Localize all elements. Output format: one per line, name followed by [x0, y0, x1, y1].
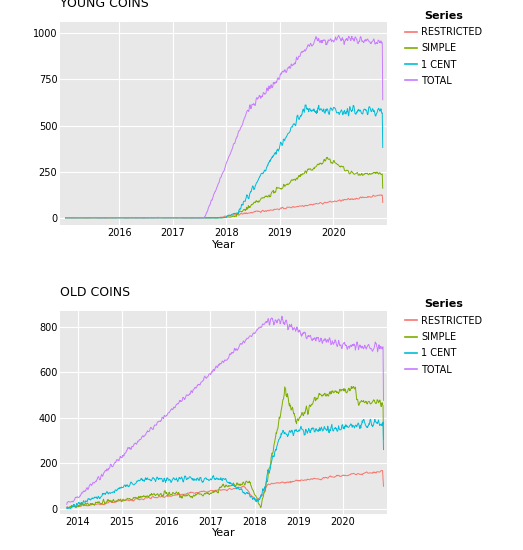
- Text: YOUNG COINS: YOUNG COINS: [60, 0, 149, 10]
- X-axis label: Year: Year: [212, 240, 235, 250]
- Legend: RESTRICTED, SIMPLE, 1 CENT, TOTAL: RESTRICTED, SIMPLE, 1 CENT, TOTAL: [405, 299, 483, 375]
- X-axis label: Year: Year: [212, 529, 235, 538]
- Legend: RESTRICTED, SIMPLE, 1 CENT, TOTAL: RESTRICTED, SIMPLE, 1 CENT, TOTAL: [405, 10, 483, 86]
- Text: OLD COINS: OLD COINS: [60, 285, 130, 299]
